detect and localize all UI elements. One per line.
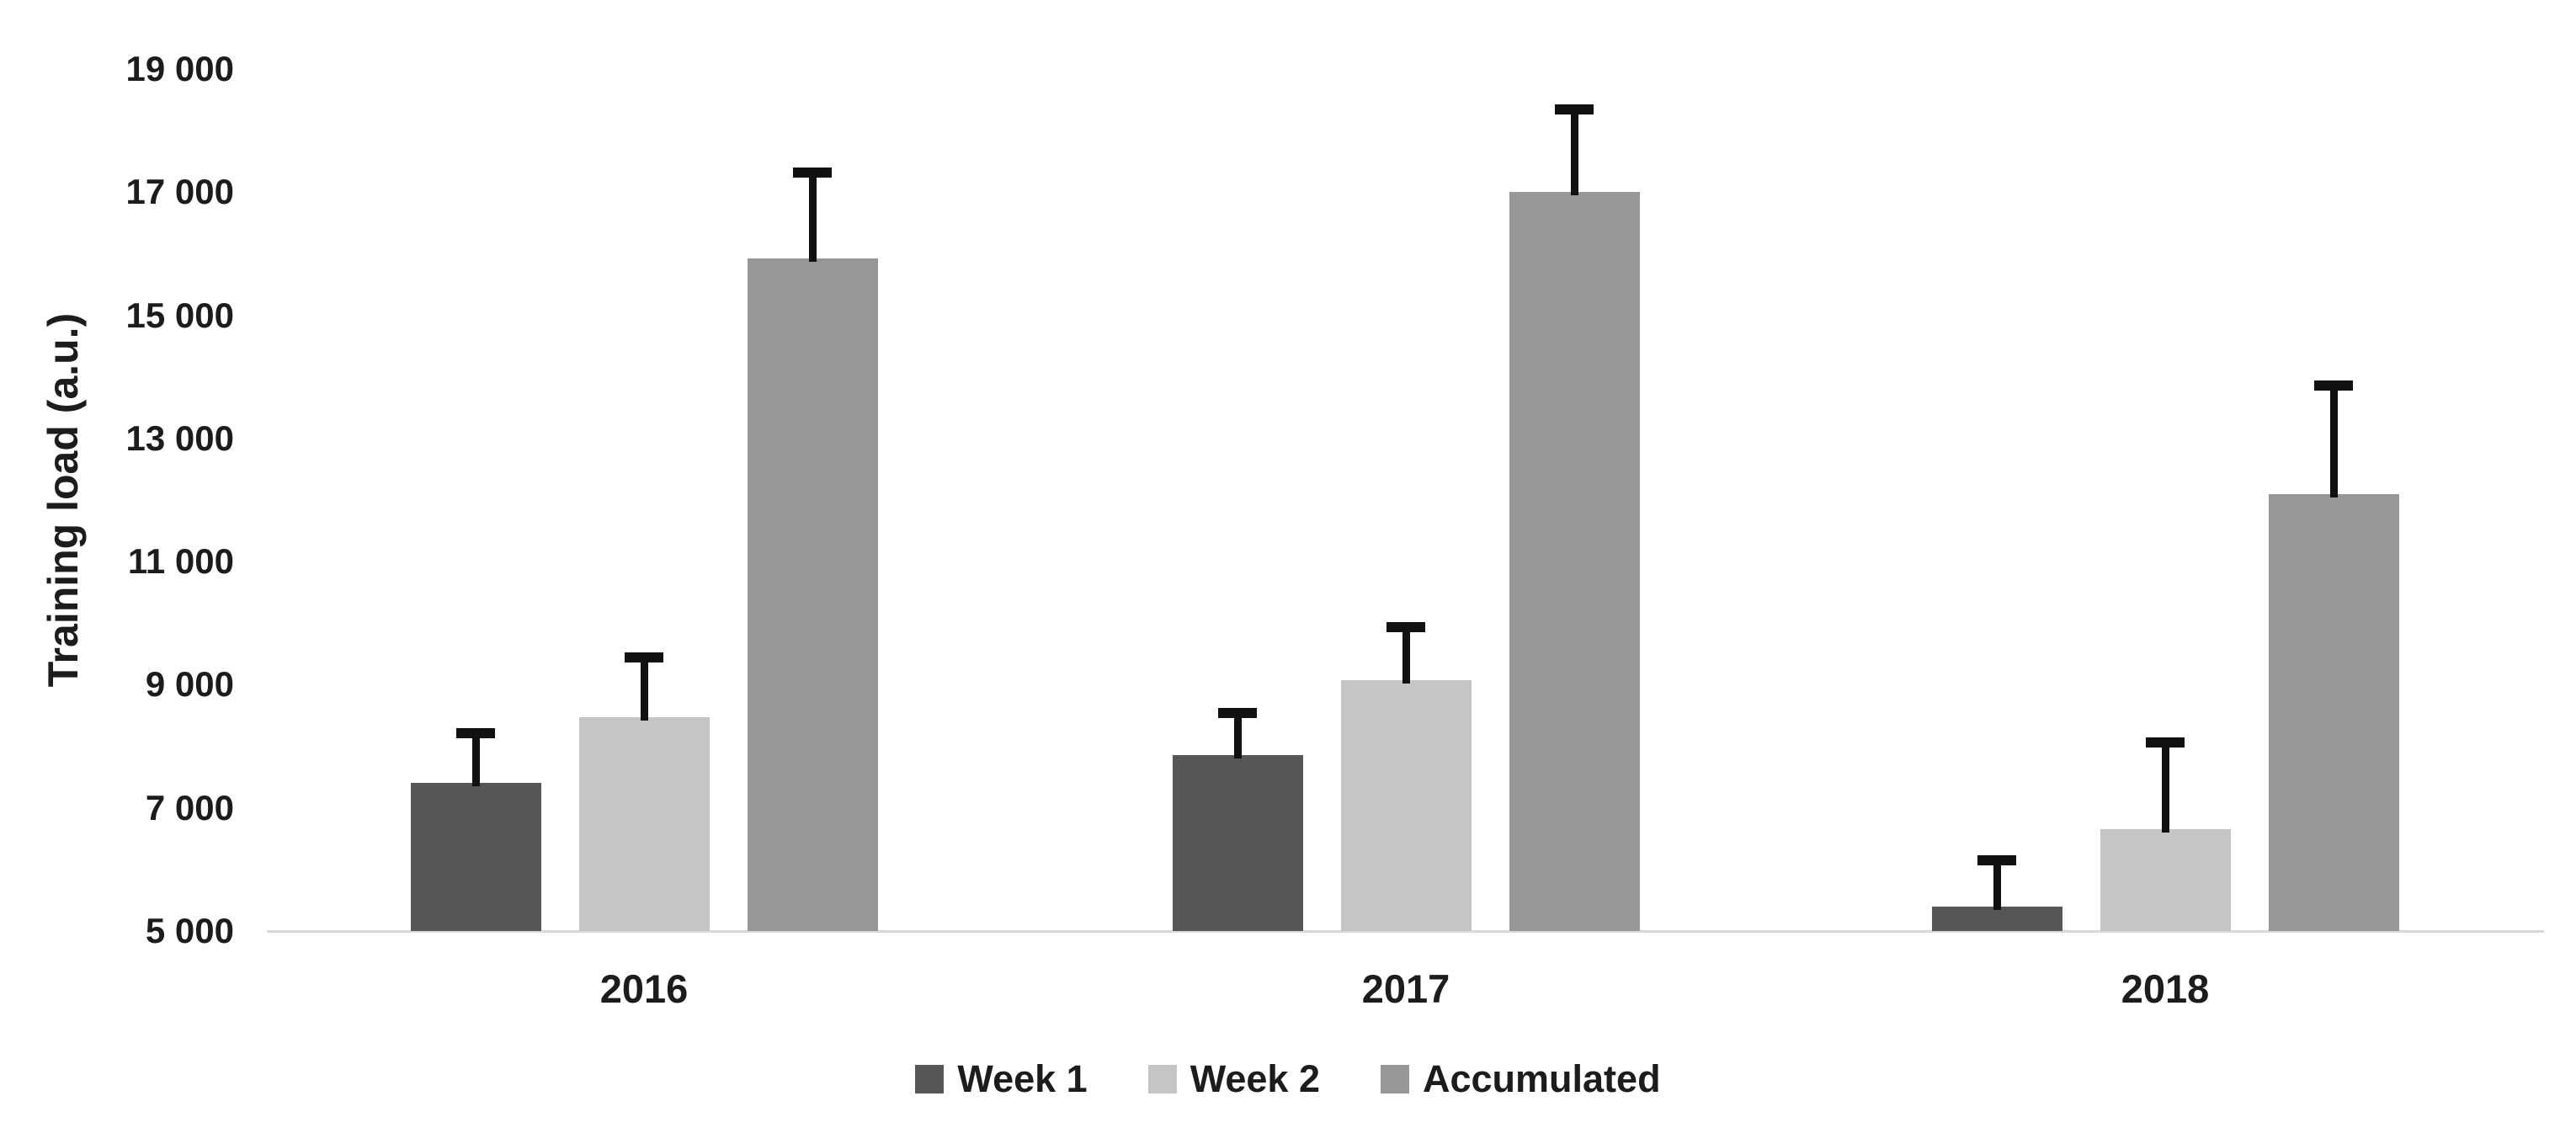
error-bar-cap-accumulated-2017	[1555, 104, 1594, 115]
error-bar-stem-accumulated-2017	[1570, 109, 1578, 196]
error-bar-cap-week-1-2018	[1977, 854, 2016, 865]
x-axis-line	[267, 930, 2544, 933]
x-axis-label-2017: 2017	[1361, 966, 1450, 1011]
bar-accumulated-2018	[2268, 493, 2399, 931]
bar-week-2-2016	[578, 717, 710, 931]
bar-accumulated-2017	[1509, 192, 1640, 931]
error-bar-stem-accumulated-2016	[808, 172, 817, 262]
bar-week-2-2018	[2100, 829, 2231, 931]
error-bar-cap-week-2-2016	[625, 652, 663, 662]
error-bar-cap-week-1-2016	[456, 728, 495, 739]
y-tick-label-9-000: 9 000	[145, 664, 234, 705]
error-bar-cap-week-2-2018	[2146, 737, 2185, 748]
legend-swatch-week-1	[915, 1065, 945, 1093]
y-tick-label-17-000: 17 000	[125, 172, 234, 212]
x-axis-label-2018: 2018	[2121, 966, 2210, 1011]
legend: Week 1 Week 2 Accumulated	[0, 1057, 2576, 1101]
bar-week-1-2016	[410, 783, 541, 931]
bar-week-1-2017	[1172, 754, 1303, 931]
legend-item-week-2: Week 2	[1147, 1057, 1320, 1101]
bar-accumulated-2016	[747, 258, 878, 931]
error-bar-stem-week-2-2018	[2161, 742, 2169, 833]
legend-label-week-1: Week 1	[957, 1057, 1088, 1100]
bar-week-1-2018	[1931, 906, 2062, 931]
y-axis-title: Training load (a.u.)	[40, 312, 87, 688]
error-bar-stem-accumulated-2018	[2329, 385, 2338, 497]
bar-week-2-2017	[1340, 679, 1472, 931]
error-bar-cap-week-2-2017	[1386, 621, 1425, 632]
legend-item-week-1: Week 1	[915, 1057, 1088, 1101]
y-tick-label-13-000: 13 000	[125, 418, 234, 458]
error-bar-cap-accumulated-2018	[2314, 380, 2353, 391]
error-bar-cap-week-1-2017	[1218, 708, 1257, 719]
legend-label-week-2: Week 2	[1190, 1057, 1320, 1100]
x-axis-label-2016: 2016	[599, 966, 689, 1011]
y-tick-label-19-000: 19 000	[125, 49, 234, 88]
error-bar-stem-week-1-2017	[1233, 713, 1242, 758]
error-bar-cap-accumulated-2016	[793, 167, 832, 178]
error-bar-stem-week-1-2018	[1993, 859, 2001, 910]
y-tick-label-5-000: 5 000	[145, 911, 234, 950]
legend-label-accumulated: Accumulated	[1422, 1057, 1661, 1100]
error-bar-stem-week-2-2016	[640, 657, 648, 721]
legend-item-accumulated: Accumulated	[1380, 1057, 1661, 1101]
error-bar-stem-week-1-2016	[471, 733, 480, 787]
legend-swatch-week-2	[1147, 1065, 1177, 1093]
y-tick-label-15-000: 15 000	[125, 295, 234, 335]
y-tick-label-7-000: 7 000	[145, 787, 234, 827]
y-tick-label-11-000: 11 000	[127, 541, 234, 582]
legend-swatch-accumulated	[1380, 1065, 1409, 1093]
error-bar-stem-week-2-2017	[1402, 626, 1410, 684]
